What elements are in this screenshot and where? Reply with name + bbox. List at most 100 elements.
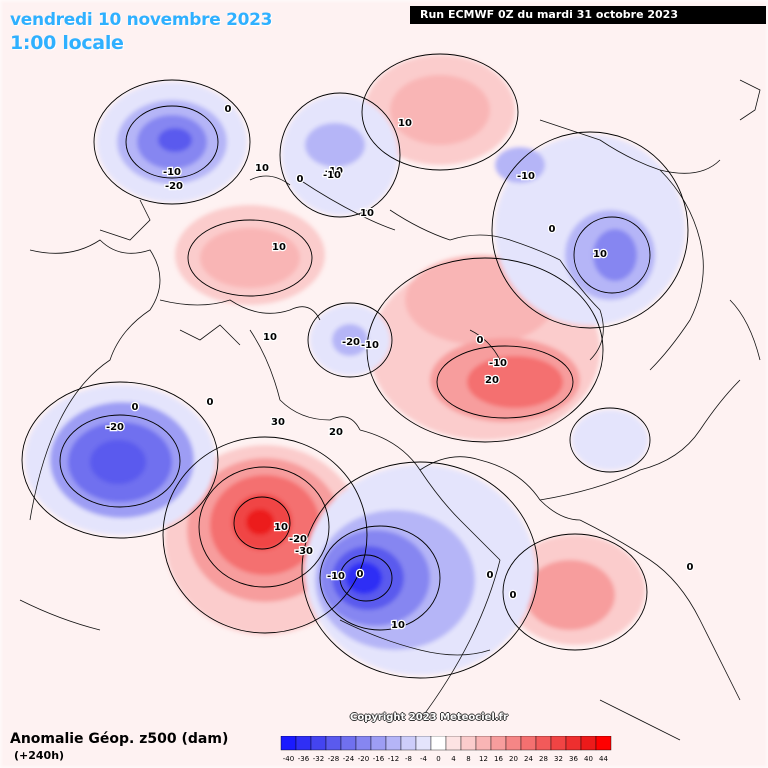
color-scale-tick-label: 40 [584, 755, 593, 763]
contour-value-label: 0 [207, 397, 214, 408]
positive-anomaly-mediterranean [505, 535, 645, 645]
color-scale-tick-label: 36 [569, 755, 578, 763]
color-scale-tick-label: -4 [420, 755, 428, 763]
contour-value-label: 0 [297, 174, 304, 185]
color-swatch [595, 736, 612, 751]
color-swatch [355, 736, 372, 751]
contour-value-label: 10 [255, 163, 269, 174]
color-swatch [550, 736, 567, 751]
color-swatch [490, 736, 507, 751]
color-swatch [430, 736, 447, 751]
color-swatch [460, 736, 477, 751]
contour-value-label: -20 [342, 337, 360, 348]
color-scale-tick-label: 32 [554, 755, 563, 763]
color-scale-tick-label: -16 [373, 755, 385, 763]
negative-anomaly-siberia [97, 82, 247, 202]
contour-lines [21, 53, 689, 679]
color-swatch [580, 736, 597, 751]
map-date-title: vendredi 10 novembre 2023 [10, 10, 273, 30]
contour-value-label: 0 [487, 570, 494, 581]
color-swatch [535, 736, 552, 751]
contour-value-label: 10 [360, 208, 374, 219]
color-scale-tick-label: 28 [539, 755, 548, 763]
contour-value-label: -10 [361, 340, 379, 351]
color-swatch [385, 736, 402, 751]
contour-value-label: 0 [687, 562, 694, 573]
color-swatch [415, 736, 432, 751]
color-scale-tick-label: -12 [388, 755, 399, 763]
color-scale-tick-label: 16 [494, 755, 503, 763]
legend-title: Anomalie Géop. z500 (dam) [10, 731, 229, 747]
color-scale-tick-label: -24 [343, 755, 355, 763]
contour-value-label: 0 [510, 590, 517, 601]
contour-value-label: 10 [593, 249, 607, 260]
color-scale-tick-label: -32 [313, 755, 324, 763]
positive-anomaly-pacific [370, 255, 600, 440]
color-scale-tick-label: -36 [298, 755, 310, 763]
color-scale-tick-label: -8 [405, 755, 412, 763]
run-info-banner: Run ECMWF 0Z du mardi 31 octobre 2023 [410, 6, 766, 24]
contour-value-label: 0 [477, 335, 484, 346]
contour-value-label: -20 [289, 534, 307, 545]
contour-value-label: 0 [357, 569, 364, 580]
negative-anomaly-asia-east [572, 410, 648, 470]
contour-value-label: 10 [398, 118, 412, 129]
color-scale-tick-label: 24 [524, 755, 533, 763]
color-swatch [280, 736, 297, 751]
color-swatch [445, 736, 462, 751]
contour-value-label: 10 [391, 620, 405, 631]
contour-value-label: -10 [163, 167, 181, 178]
contour-value-label: 0 [225, 104, 232, 115]
negative-anomaly-arctic [282, 95, 398, 215]
contour-value-label: -10 [517, 171, 535, 182]
color-scale-tick-label: -20 [358, 755, 369, 763]
contour-value-label: -10 [323, 170, 341, 181]
color-swatch [505, 736, 522, 751]
contour-value-label: 0 [549, 224, 556, 235]
contour-value-label: 0 [132, 402, 139, 413]
color-swatch [295, 736, 312, 751]
color-scale-tick-label: 4 [451, 755, 456, 763]
positive-anomaly-bering [365, 55, 515, 165]
color-scale-tick-label: 0 [436, 755, 440, 763]
color-swatch [520, 736, 537, 751]
color-scale-tick-label: 44 [599, 755, 608, 763]
contour-value-label: -20 [165, 181, 183, 192]
color-swatch [370, 736, 387, 751]
color-scale-tick-label: 8 [466, 755, 470, 763]
contour-value-label: -20 [106, 422, 124, 433]
copyright-notice: Copyright 2023 Meteociel.fr [350, 712, 508, 723]
positive-anomaly-canada [175, 205, 325, 305]
negative-anomaly-pacific-ne [25, 385, 215, 535]
contour-value-label: 30 [271, 417, 285, 428]
color-swatch [475, 736, 492, 751]
contour-value-label: -10 [327, 571, 345, 582]
contour-value-label: 20 [329, 427, 343, 438]
contour-value-label: -30 [295, 546, 313, 557]
color-scale-tick-label: -40 [283, 755, 294, 763]
contour-value-label: -10 [489, 358, 507, 369]
negative-anomaly-europe [305, 465, 535, 675]
color-scale-tick-label: 20 [509, 755, 518, 763]
color-scale-legend: -40 -36 -32 -28 -24 -20 -16 -12 -8 -4 0 4 8 12 16 20 24 2… [280, 736, 612, 763]
contour-value-label: 20 [485, 375, 499, 386]
contour-value-label: 10 [274, 522, 288, 533]
negative-anomaly-greenland [310, 305, 390, 375]
color-swatch [340, 736, 357, 751]
contour-value-label: 10 [263, 332, 277, 343]
legend-lead-time: (+240h) [14, 749, 65, 762]
contour-value-label: -10 [325, 166, 343, 177]
color-scale-tick-label: -28 [328, 755, 339, 763]
color-swatch [310, 736, 327, 751]
color-swatch [400, 736, 417, 751]
color-scale-tick-label: 12 [479, 755, 488, 763]
coastlines [19, 79, 761, 741]
color-swatch [565, 736, 582, 751]
map-hour-title: 1:00 locale [10, 32, 124, 54]
color-swatch [325, 736, 342, 751]
negative-anomaly-mongolia [495, 135, 685, 325]
contour-value-label: 10 [272, 242, 286, 253]
